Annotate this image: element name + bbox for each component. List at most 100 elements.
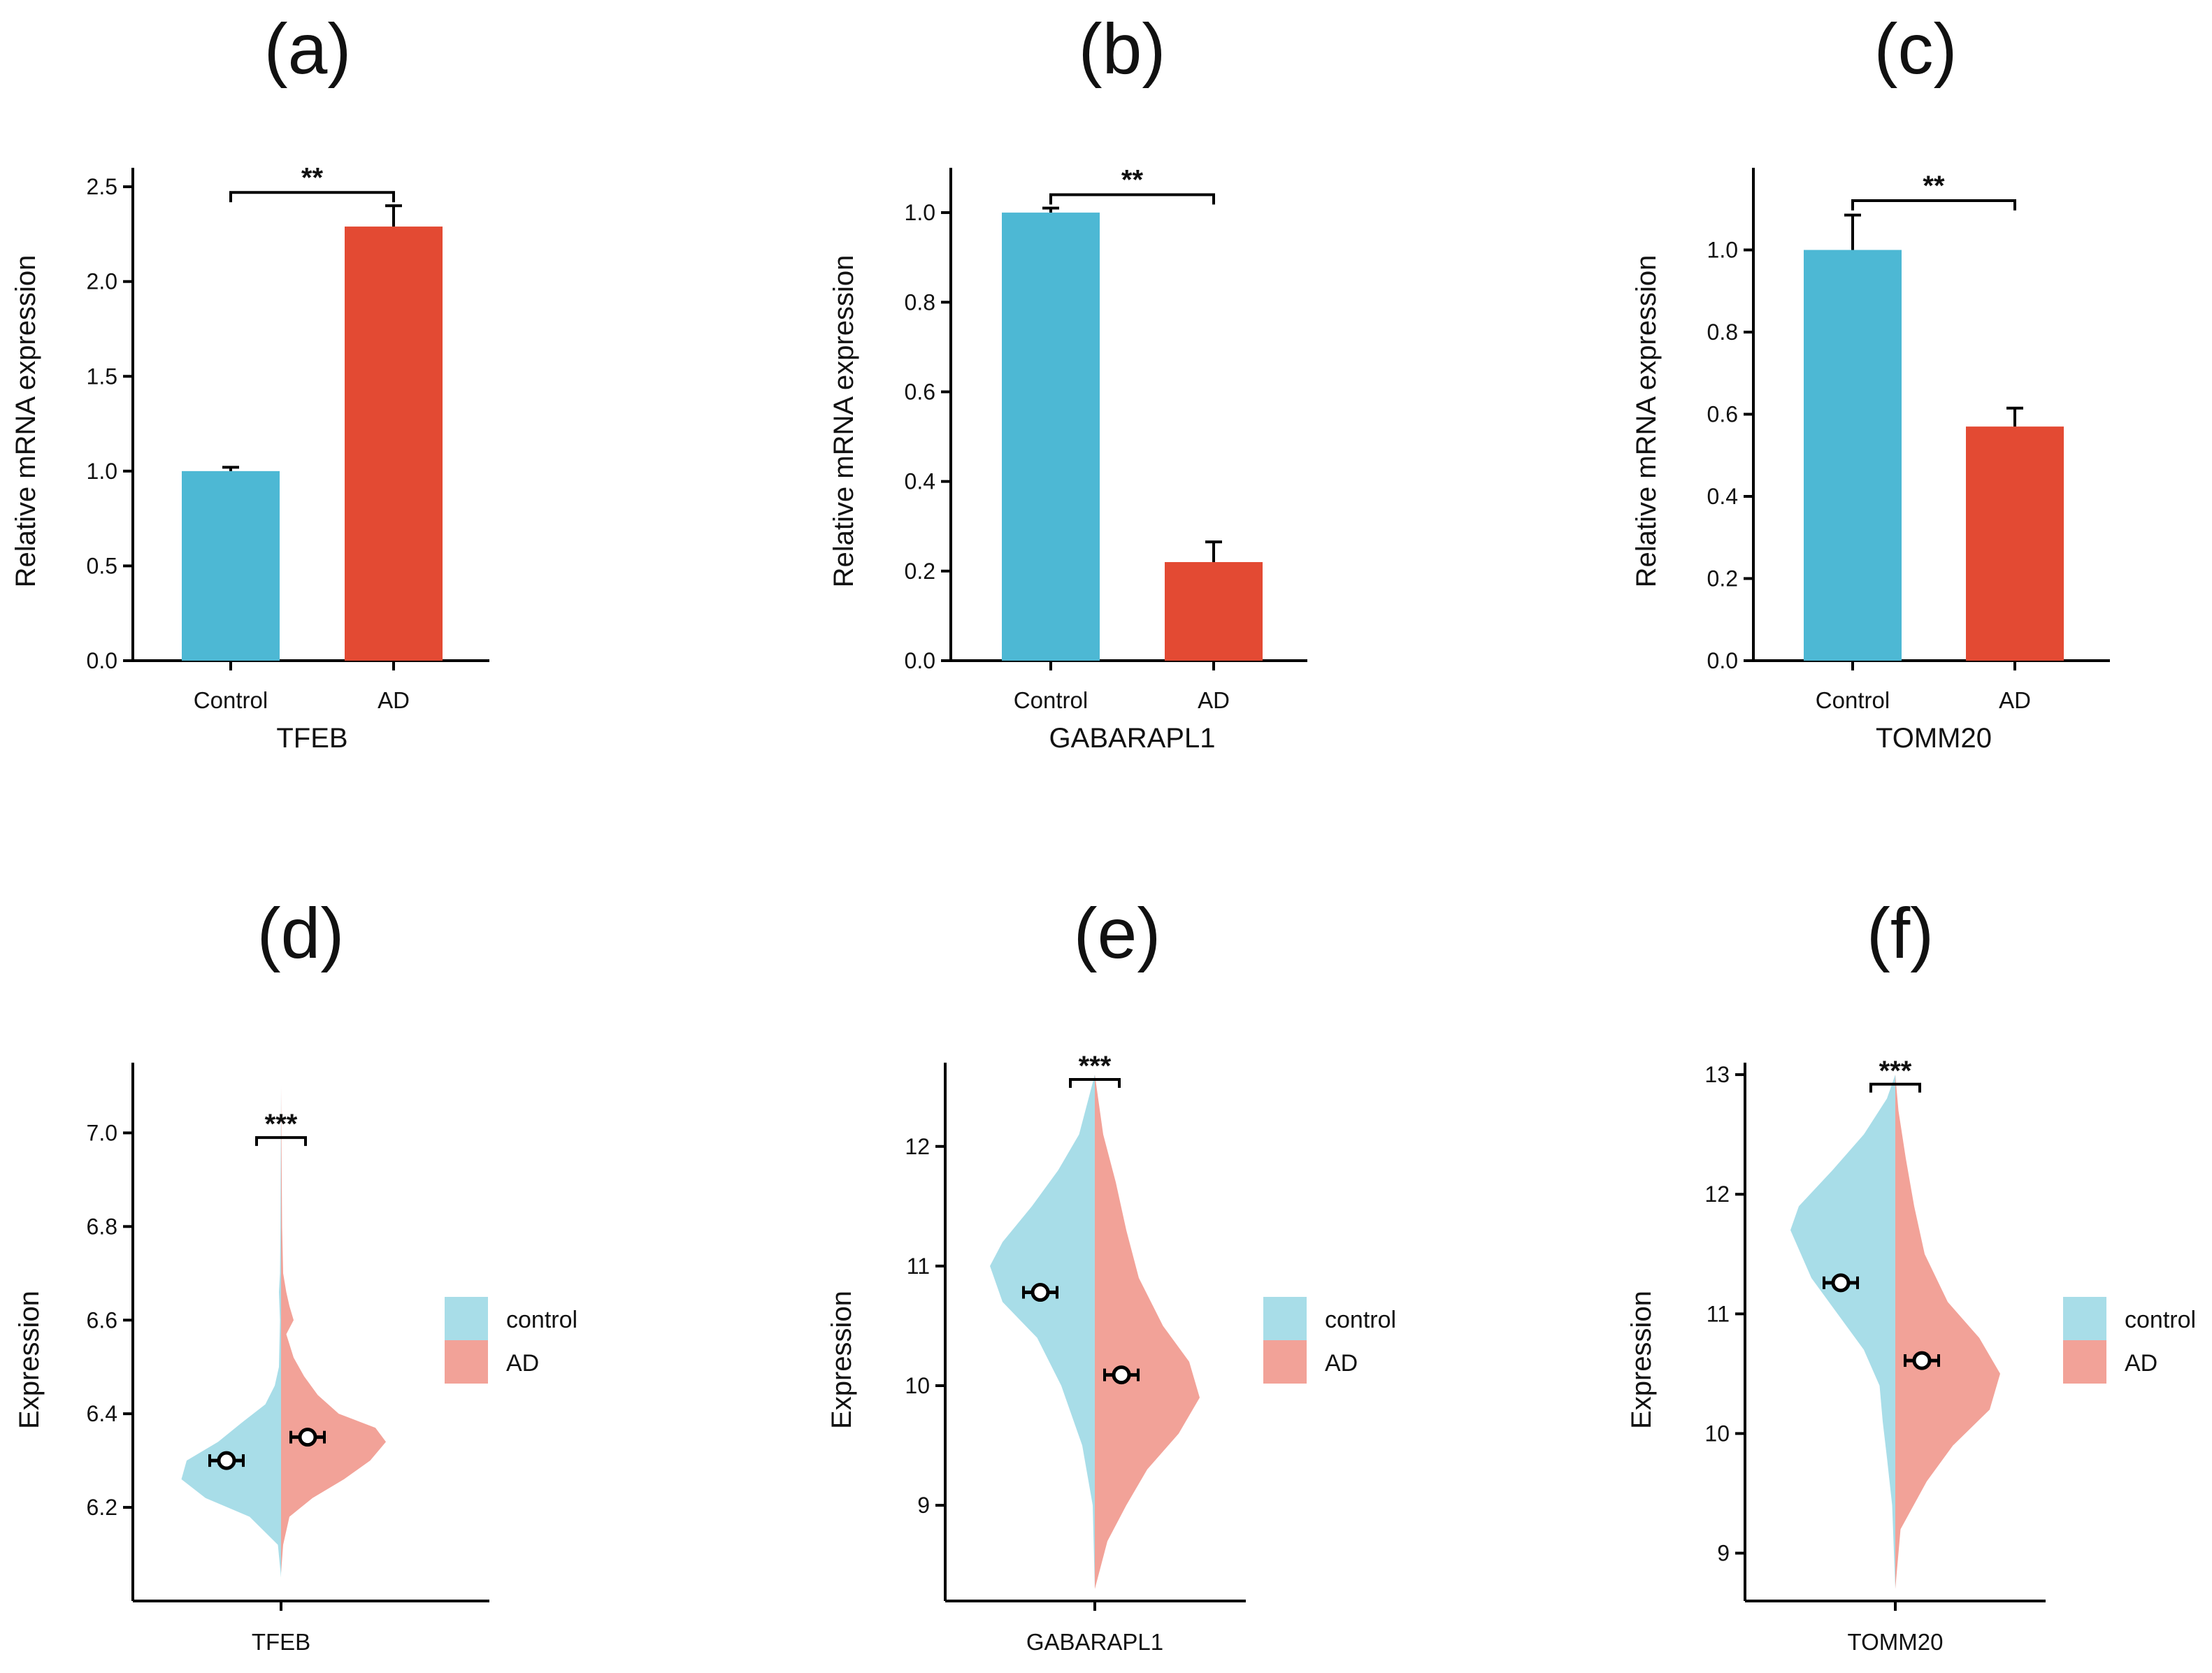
x-tick-label: Control xyxy=(194,687,268,713)
y-tick-label: 7.0 xyxy=(87,1120,117,1145)
legend-label: AD xyxy=(506,1350,539,1377)
x-tick-label: TFEB xyxy=(252,1629,310,1655)
panel-f: (f) 9 10 11 12 13 Expression *** TOMM20 control AD xyxy=(1626,893,2196,1655)
y-tick-label: 0.0 xyxy=(87,648,117,673)
legend-swatch-ad xyxy=(2063,1340,2106,1384)
panel-label: (d) xyxy=(257,893,345,973)
y-tick-label: 6.6 xyxy=(87,1307,117,1333)
panel-label: (b) xyxy=(1079,9,1166,89)
y-tick-label: 9 xyxy=(917,1493,930,1518)
legend-label: control xyxy=(2125,1307,2196,1333)
significance-label: *** xyxy=(1079,1051,1112,1082)
y-tick-label: 6.4 xyxy=(87,1401,117,1426)
x-tick-label: Control xyxy=(1014,687,1088,713)
significance-label: ** xyxy=(1923,171,1945,201)
y-tick-label: 2.5 xyxy=(87,174,117,199)
mean-point-ad xyxy=(1912,1351,1932,1370)
y-axis-label: Relative mRNA expression xyxy=(828,255,859,588)
y-axis-label: Relative mRNA expression xyxy=(1631,255,1662,588)
legend-swatch-control xyxy=(2063,1297,2106,1340)
violin-ad xyxy=(1095,1075,1200,1589)
y-tick-label: 6.2 xyxy=(87,1495,117,1520)
legend-swatch-control xyxy=(445,1297,488,1340)
x-tick-label: AD xyxy=(1198,687,1230,713)
y-axis-label: Expression xyxy=(14,1291,45,1429)
y-tick-label: 0.5 xyxy=(87,553,117,578)
panel-label: (c) xyxy=(1874,9,1958,89)
x-axis-label: TOMM20 xyxy=(1876,723,1992,754)
panel-label: (f) xyxy=(1867,893,1934,973)
violin-ad xyxy=(1895,1075,2000,1589)
panel-a: (a) 0.0 0.5 1.0 1.5 2.0 2.5 Relative mRNA expre… xyxy=(10,9,489,754)
y-tick-label: 1.5 xyxy=(87,364,117,389)
x-tick-label: AD xyxy=(1999,687,2031,713)
x-axis-label: GABARAPL1 xyxy=(1049,723,1216,754)
mean-point-control xyxy=(1831,1273,1851,1293)
y-tick-label: 12 xyxy=(905,1134,930,1159)
y-tick-label: 0.0 xyxy=(1707,648,1738,673)
legend-label: AD xyxy=(2125,1350,2157,1377)
significance-label: *** xyxy=(1879,1056,1912,1086)
y-tick-label: 6.8 xyxy=(87,1214,117,1239)
y-tick-label: 0.6 xyxy=(905,379,935,404)
significance-label: ** xyxy=(301,162,324,193)
panel-label: (e) xyxy=(1074,893,1161,973)
y-tick-label: 11 xyxy=(907,1254,930,1279)
panel-e: (e) 9 10 11 12 Expression *** GABARAPL1 control A… xyxy=(826,893,1396,1655)
x-tick-label: AD xyxy=(378,687,410,713)
y-axis-label: Expression xyxy=(1626,1291,1657,1429)
violin-control xyxy=(990,1075,1095,1589)
x-tick-label: TOMM20 xyxy=(1848,1629,1944,1655)
y-tick-label: 10 xyxy=(1704,1421,1730,1446)
y-axis-label: Expression xyxy=(826,1291,857,1429)
legend-swatch-ad xyxy=(1263,1340,1307,1384)
y-tick-label: 11 xyxy=(1707,1301,1730,1326)
x-tick-label: Control xyxy=(1816,687,1890,713)
y-tick-label: 0.8 xyxy=(905,289,935,315)
y-axis-label: Relative mRNA expression xyxy=(10,255,41,588)
bar-ad xyxy=(1966,426,2064,661)
significance-bracket xyxy=(1069,1077,1121,1088)
panel-d: (d) 6.2 6.4 6.6 6.8 7.0 Expression *** TFEB contr… xyxy=(14,893,577,1655)
bar-ad xyxy=(1165,562,1263,661)
y-tick-label: 9 xyxy=(1717,1541,1730,1566)
y-tick-label: 12 xyxy=(1704,1182,1730,1207)
x-axis-label: TFEB xyxy=(276,723,347,754)
legend-label: control xyxy=(1325,1307,1396,1333)
mean-point-control xyxy=(1030,1283,1050,1302)
panel-b: (b) 0.0 0.2 0.4 0.6 0.8 1.0 Relative mRNA expre… xyxy=(828,9,1307,754)
significance-label: ** xyxy=(1121,164,1144,195)
y-tick-label: 13 xyxy=(1704,1062,1730,1087)
significance-bracket xyxy=(229,191,395,203)
legend-swatch-ad xyxy=(445,1340,488,1384)
violin-ad xyxy=(281,1086,386,1573)
panel-label: (a) xyxy=(264,9,352,89)
mean-point-control xyxy=(217,1451,236,1470)
mean-point-ad xyxy=(1112,1365,1131,1385)
legend-label: AD xyxy=(1325,1350,1358,1377)
significance-bracket xyxy=(1049,193,1215,205)
y-tick-label: 0.6 xyxy=(1707,402,1738,427)
y-tick-label: 1.0 xyxy=(87,459,117,484)
significance-bracket xyxy=(1851,199,2016,210)
y-tick-label: 2.0 xyxy=(87,269,117,294)
y-tick-label: 0.0 xyxy=(905,648,935,673)
panel-c: (c) 0.0 0.2 0.4 0.6 0.8 1.0 Relative mRNA expre… xyxy=(1631,9,2110,754)
legend-swatch-control xyxy=(1263,1297,1307,1340)
significance-bracket xyxy=(255,1136,307,1147)
significance-label: *** xyxy=(265,1109,298,1140)
bar-control xyxy=(1804,250,1902,661)
violin-control xyxy=(1790,1075,1895,1589)
y-tick-label: 1.0 xyxy=(1707,238,1738,263)
bar-control xyxy=(182,471,280,661)
x-tick-label: GABARAPL1 xyxy=(1026,1629,1163,1655)
y-tick-label: 0.4 xyxy=(905,469,935,494)
mean-point-ad xyxy=(298,1428,317,1447)
legend-label: control xyxy=(506,1307,577,1333)
violin-control xyxy=(181,1086,281,1578)
y-tick-label: 0.8 xyxy=(1707,319,1738,345)
bar-ad xyxy=(345,227,443,661)
y-tick-label: 0.4 xyxy=(1707,484,1738,509)
bar-control xyxy=(1002,213,1100,661)
